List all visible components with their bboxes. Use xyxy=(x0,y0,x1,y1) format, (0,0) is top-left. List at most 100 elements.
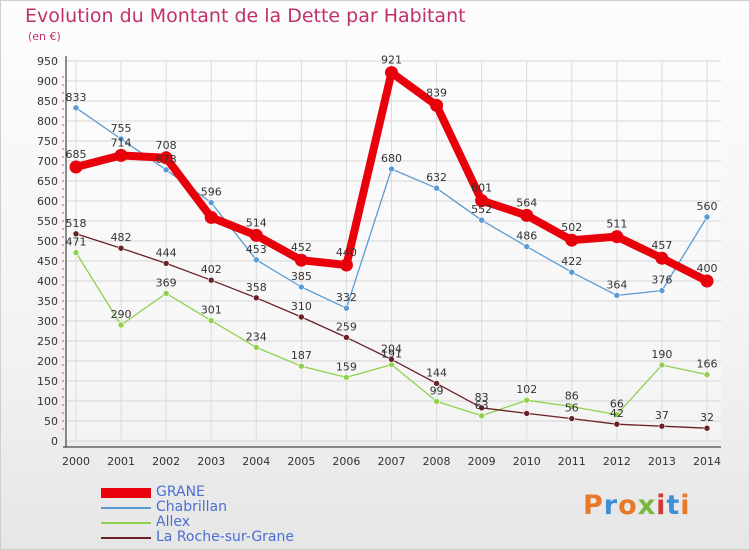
data-label: 310 xyxy=(291,300,312,313)
data-point xyxy=(610,230,624,244)
y-tick-label: 100 xyxy=(37,395,58,408)
data-label: 502 xyxy=(561,221,582,234)
data-label: 190 xyxy=(651,348,672,361)
data-point xyxy=(339,258,353,272)
data-point xyxy=(613,411,621,418)
data-point xyxy=(204,210,218,224)
data-label: 144 xyxy=(426,366,447,379)
data-point xyxy=(72,249,80,256)
data-label: 402 xyxy=(201,263,222,276)
data-label: 259 xyxy=(336,320,357,333)
data-point xyxy=(703,424,711,432)
x-tick-label: 2012 xyxy=(603,455,631,468)
data-point xyxy=(207,317,215,324)
logo-letter: t xyxy=(666,490,681,521)
data-point xyxy=(478,216,485,224)
data-label: 440 xyxy=(336,246,357,259)
data-point xyxy=(655,251,669,265)
data-point xyxy=(252,256,260,264)
x-tick-label: 2002 xyxy=(152,455,180,468)
data-point xyxy=(385,66,398,80)
data-point xyxy=(114,148,128,162)
data-label: 482 xyxy=(111,231,132,244)
data-point xyxy=(249,228,263,242)
data-point xyxy=(703,213,711,221)
data-point xyxy=(478,412,485,420)
data-label: 234 xyxy=(246,330,267,343)
data-point xyxy=(117,244,125,252)
data-point xyxy=(568,415,576,422)
data-label: 511 xyxy=(606,218,627,231)
data-label: 921 xyxy=(381,54,402,67)
x-tick-label: 2014 xyxy=(693,455,721,468)
x-tick-label: 2001 xyxy=(107,455,135,468)
data-point xyxy=(343,304,350,312)
data-point xyxy=(72,230,80,238)
data-point xyxy=(703,371,711,378)
data-label: 839 xyxy=(426,86,447,99)
y-tick-label: 950 xyxy=(37,55,58,68)
y-tick-label: 200 xyxy=(37,355,58,368)
data-label: 452 xyxy=(291,241,312,254)
data-point xyxy=(343,374,350,381)
data-label: 564 xyxy=(516,196,537,209)
legend-label: GRANE xyxy=(156,484,205,500)
y-tick-label: 900 xyxy=(37,75,58,88)
y-tick-label: 500 xyxy=(37,235,58,248)
data-point xyxy=(700,274,714,288)
y-tick-label: 350 xyxy=(37,295,58,308)
y-tick-label: 850 xyxy=(37,95,58,108)
data-label: 63 xyxy=(475,399,489,412)
logo-letter: i xyxy=(656,490,667,521)
data-point xyxy=(658,287,666,294)
data-label: 159 xyxy=(336,360,357,373)
logo-letter: r xyxy=(603,490,619,521)
data-point xyxy=(207,199,215,206)
data-point xyxy=(613,292,621,299)
data-point xyxy=(72,104,80,112)
data-point xyxy=(520,208,534,222)
data-point xyxy=(298,283,305,291)
data-label: 601 xyxy=(471,182,492,195)
data-label: 290 xyxy=(111,308,132,321)
legend-swatch xyxy=(101,522,151,524)
data-label: 400 xyxy=(697,262,718,275)
data-point xyxy=(613,420,621,428)
data-label: 369 xyxy=(156,276,177,289)
data-label: 86 xyxy=(565,390,579,403)
data-label: 486 xyxy=(516,230,537,243)
data-point xyxy=(568,403,576,410)
data-label: 385 xyxy=(291,270,312,283)
data-point xyxy=(117,321,125,329)
data-point xyxy=(388,165,395,173)
data-label: 560 xyxy=(697,200,718,213)
y-tick-label: 250 xyxy=(37,335,58,348)
data-point xyxy=(294,253,308,267)
data-label: 42 xyxy=(610,407,624,420)
data-label: 453 xyxy=(246,243,267,256)
chart-subtitle: (en €) xyxy=(28,30,61,43)
data-point xyxy=(433,380,440,387)
data-point xyxy=(298,313,305,321)
data-point xyxy=(252,344,260,351)
y-tick-label: 800 xyxy=(37,115,58,128)
y-tick-label: 600 xyxy=(37,195,58,208)
data-point xyxy=(475,194,489,208)
data-point xyxy=(162,260,170,267)
data-label: 518 xyxy=(66,217,87,230)
x-tick-label: 2009 xyxy=(468,455,496,468)
data-point xyxy=(298,362,305,370)
data-point xyxy=(478,404,485,412)
data-point xyxy=(523,243,531,250)
legend-label: La Roche-sur-Grane xyxy=(156,529,294,545)
data-label: 680 xyxy=(381,152,402,165)
data-label: 301 xyxy=(201,304,222,317)
x-tick-label: 2003 xyxy=(197,455,225,468)
data-label: 187 xyxy=(291,349,312,362)
data-point xyxy=(523,396,531,404)
x-tick-label: 2010 xyxy=(513,455,541,468)
data-label: 444 xyxy=(156,246,177,259)
data-label: 56 xyxy=(565,402,579,415)
y-tick-label: 550 xyxy=(37,215,58,228)
